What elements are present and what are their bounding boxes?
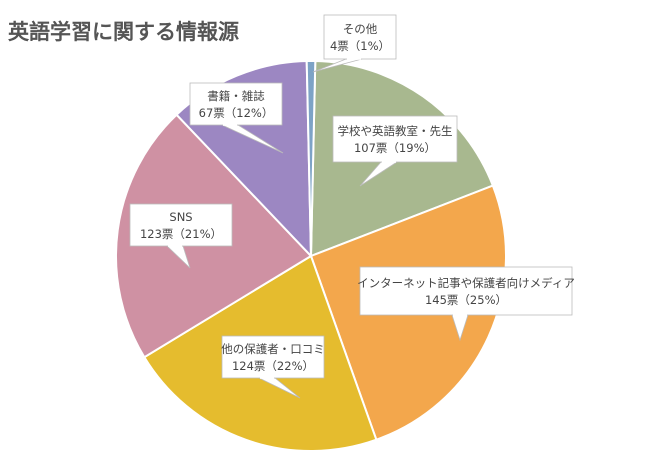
slice-name-label: 学校や英語教室・先生 — [338, 124, 453, 138]
slice-value-label: 123票（21%） — [140, 227, 222, 241]
slice-name-label: 書籍・雑誌 — [207, 89, 265, 103]
slice-callout: 他の保護者・口コミ 124票（22%） — [221, 335, 325, 399]
slice-name-label: インターネット記事や保護者向けメディア — [357, 276, 575, 290]
slice-callout: SNS 123票（21%） — [129, 203, 233, 269]
slice-name-label: その他 — [343, 22, 378, 36]
slice-value-label: 124票（22%） — [232, 359, 314, 373]
slice-value-label: 67票（12%） — [199, 106, 274, 120]
chart-title: 英語学習に関する情報源 — [8, 20, 239, 44]
slice-callout: その他 4票（1%） — [312, 14, 397, 73]
slice-value-label: 145票（25%） — [425, 293, 507, 307]
slice-callout: 書籍・雑誌 67票（12%） — [189, 82, 284, 154]
slice-value-label: 4票（1%） — [330, 39, 390, 53]
slice-callout: インターネット記事や保護者向けメディア 145票（25%） — [357, 266, 575, 342]
slice-callout: 学校や英語教室・先生 107票（19%） — [332, 115, 458, 187]
slice-value-label: 107票（19%） — [354, 141, 436, 155]
pie-slice — [305, 60, 317, 257]
slice-name-label: SNS — [169, 210, 192, 224]
slice-name-label: 他の保護者・口コミ — [221, 342, 325, 356]
